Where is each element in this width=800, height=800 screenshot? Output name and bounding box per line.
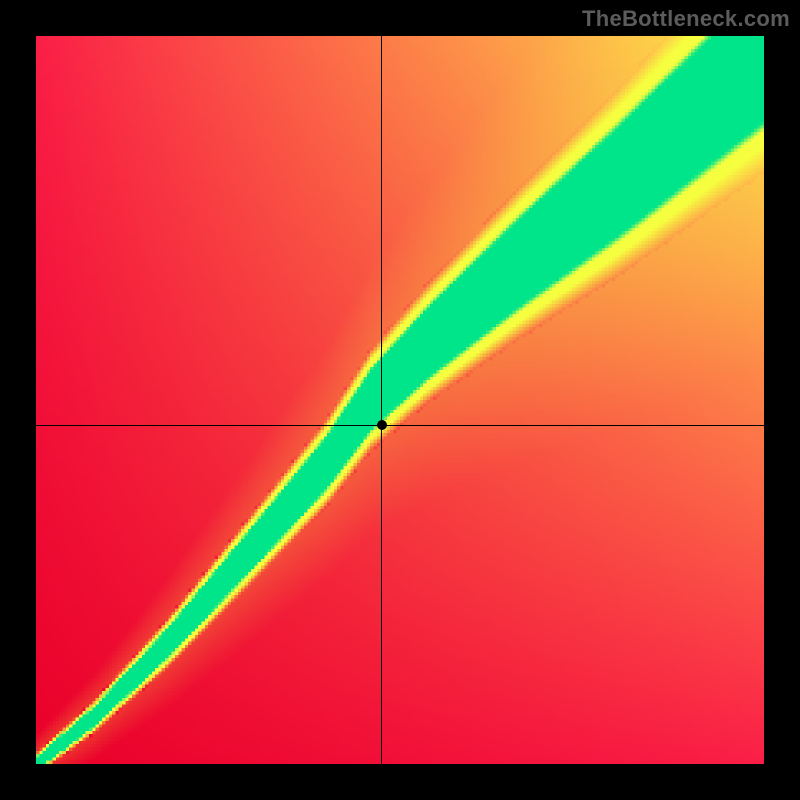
crosshair-marker — [377, 420, 387, 430]
crosshair-horizontal — [36, 425, 764, 426]
watermark-text: TheBottleneck.com — [582, 6, 790, 32]
root-container: { "watermark_text": "TheBottleneck.com",… — [0, 0, 800, 800]
heatmap-panel — [36, 36, 764, 764]
heatmap-canvas — [36, 36, 764, 764]
crosshair-vertical — [381, 36, 382, 764]
